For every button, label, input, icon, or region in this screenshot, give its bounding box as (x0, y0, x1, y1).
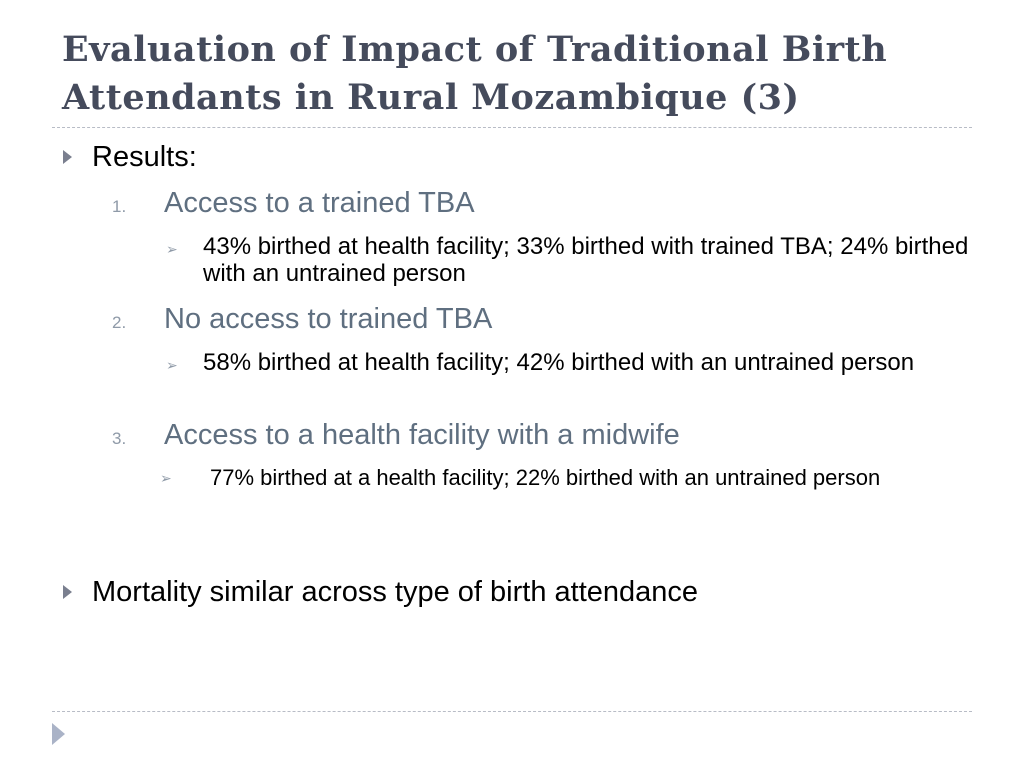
list-number: 2. (112, 313, 127, 332)
bullet-triangle-icon (63, 150, 72, 164)
bullet-triangle-icon (63, 585, 72, 599)
arrowhead-right-icon: ➢ (166, 241, 178, 257)
footer-divider (52, 711, 972, 712)
list-item-access-trained-tba: Access to a trained TBA (164, 187, 475, 219)
detail-text: 58% birthed at health facility; 42% birt… (203, 349, 915, 376)
list-number: 1. (112, 197, 127, 216)
arrowhead-right-icon: ➢ (166, 357, 178, 373)
list-item-midwife-facility: Access to a health facility with a midwi… (164, 419, 680, 451)
slide-title: Evaluation of Impact of Traditional Birt… (62, 29, 888, 118)
list-number: 3. (112, 429, 127, 448)
detail-text: 43% birthed at health facility; 33% birt… (203, 233, 969, 287)
bullet-results: Results: (92, 141, 197, 173)
corner-triangle-icon (52, 723, 65, 745)
title-divider (52, 127, 972, 128)
bullet-mortality: Mortality similar across type of birth a… (92, 576, 699, 608)
list-item-no-access-tba: No access to trained TBA (164, 303, 493, 335)
arrowhead-right-icon: ➢ (160, 470, 172, 486)
detail-text: 77% birthed at a health facility; 22% bi… (210, 465, 881, 490)
